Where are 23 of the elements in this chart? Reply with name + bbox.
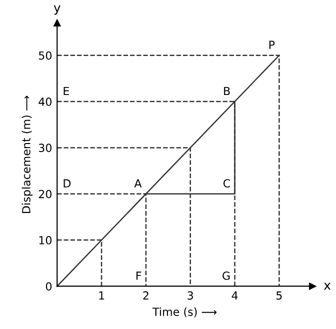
y-tick-label: 50 [38,51,52,60]
annotation: E [64,86,69,96]
text: y [54,5,60,15]
annotation: B [224,86,230,96]
x-tick-label: 4 [232,291,238,300]
annotation: D [64,179,71,188]
x-tick-label: 2 [143,291,148,300]
y-tick-label: 10 [39,236,52,244]
annotation: A [134,179,142,188]
text: x [324,282,331,290]
y-axis-title: Displacement (m) ⟶ [22,96,33,213]
annotation: G [222,272,230,280]
annotation: P [269,40,275,49]
x-tick-label: 3 [188,291,193,300]
y-tick-label: 20 [38,190,52,198]
annotation: F [136,272,142,280]
y-tick-label: 40 [38,98,52,106]
annotation: C [223,179,230,188]
y-tick-label: 30 [38,144,52,152]
y-tick-label: 0 [46,282,52,291]
x-tick-label: 5 [276,291,282,300]
x-tick-label: 1 [99,291,104,300]
x-axis-title: Time (s) ⟶ [152,307,217,318]
